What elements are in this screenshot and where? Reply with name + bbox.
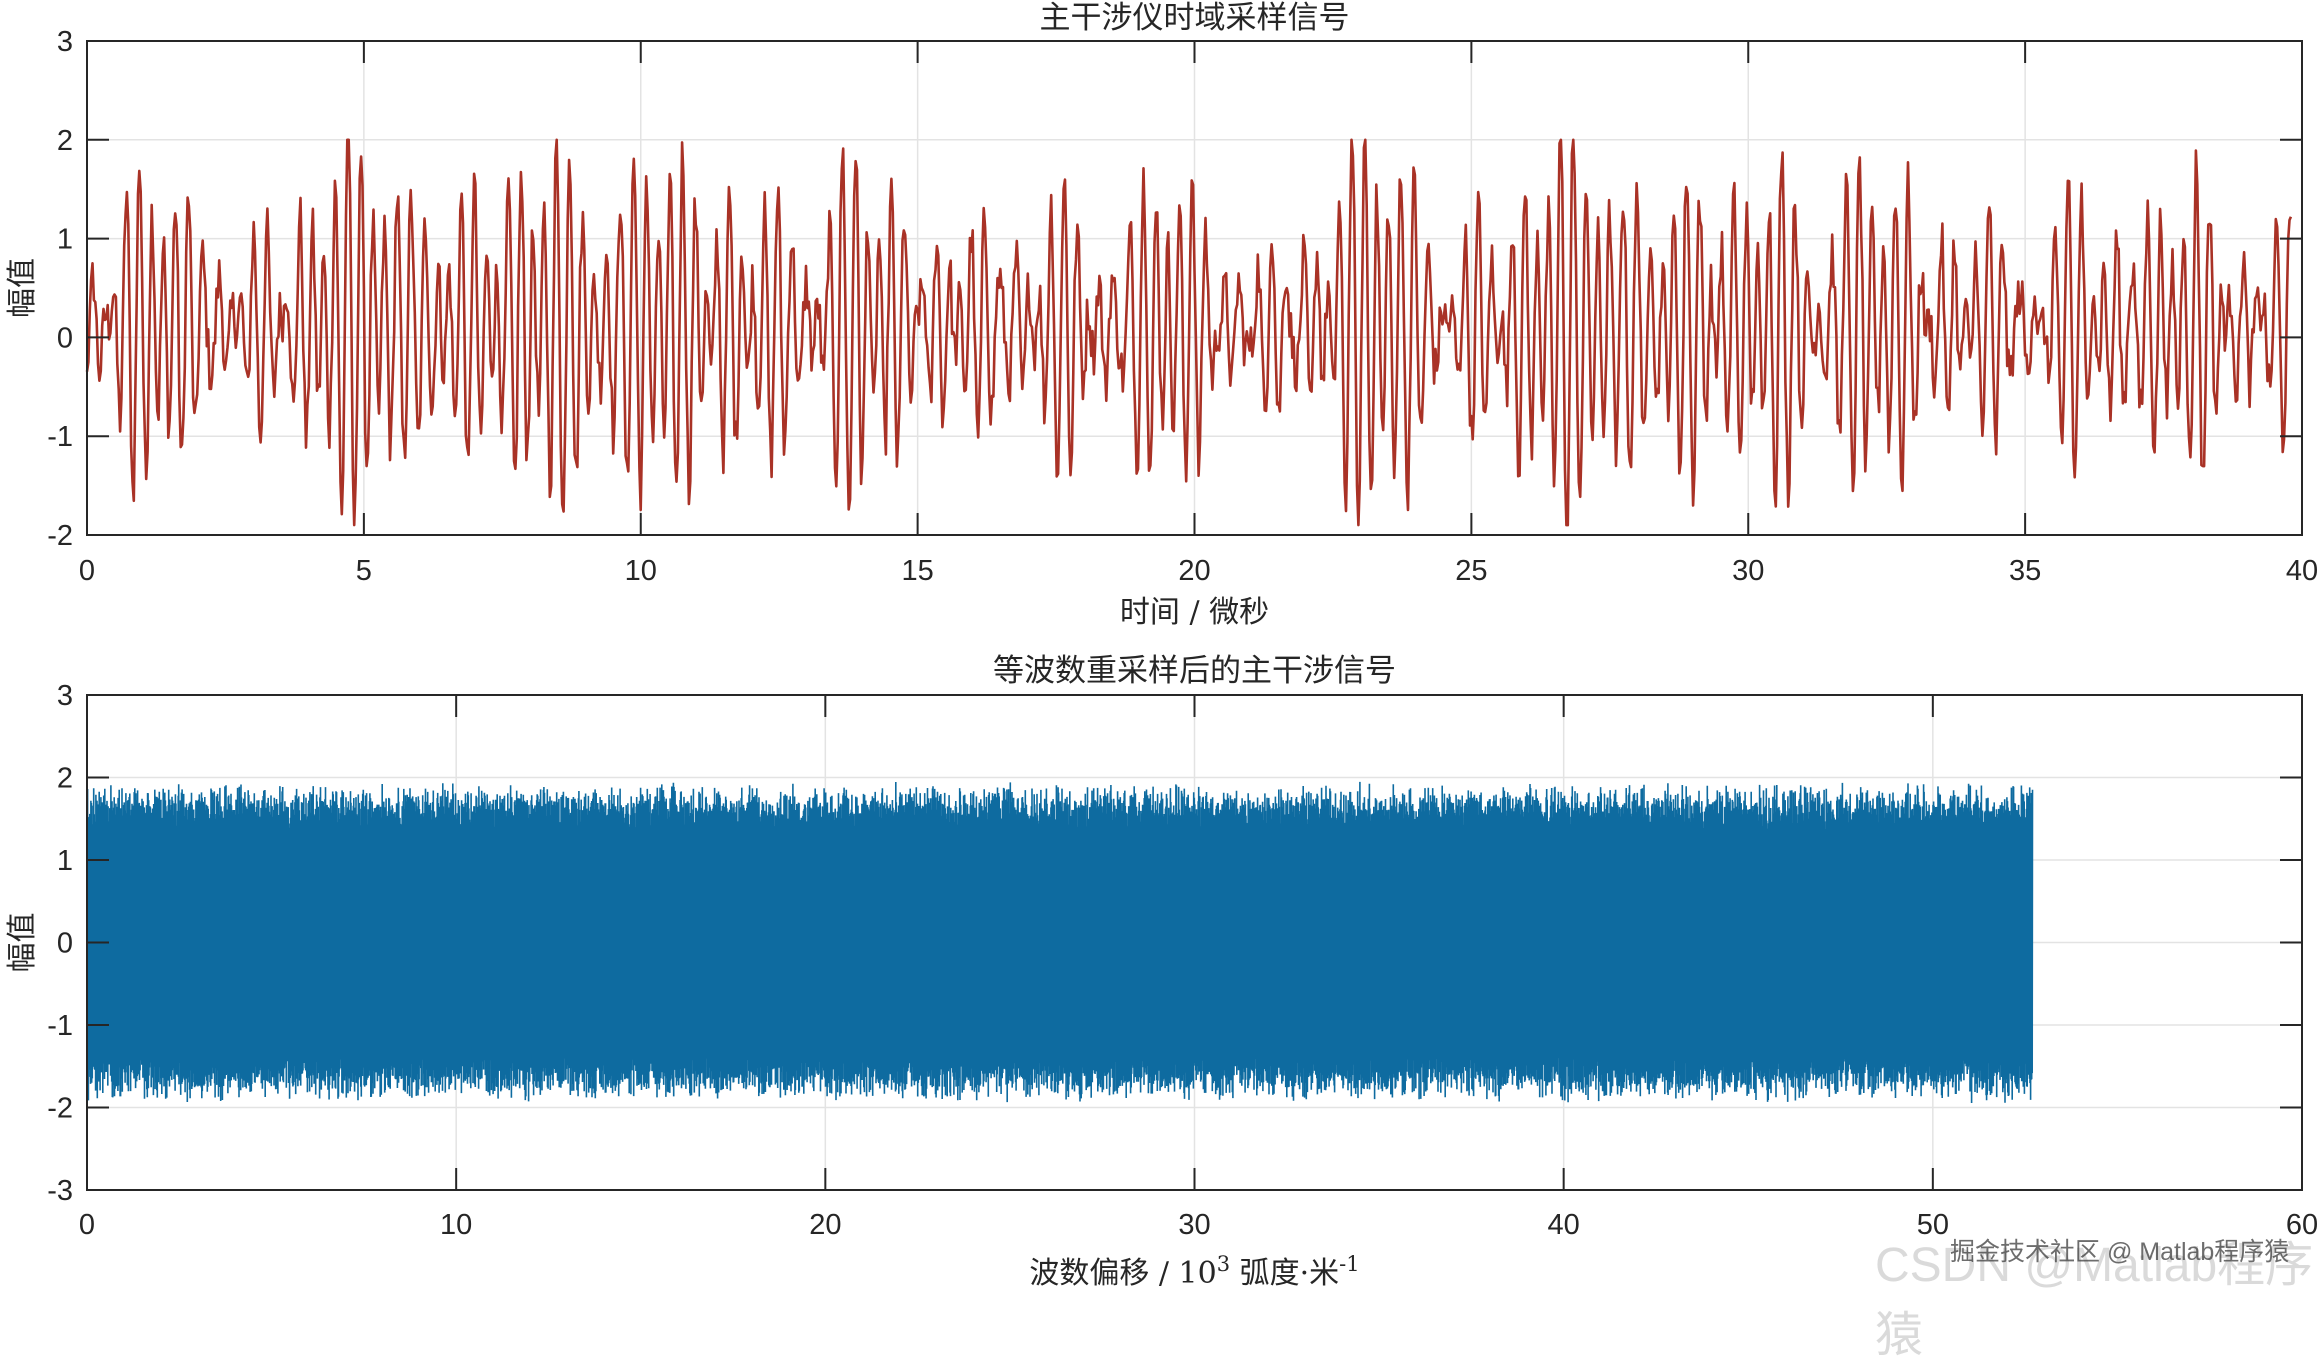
x-label-text: 弧度·米: [1230, 1256, 1339, 1291]
x-tick-label: 40: [1548, 1209, 1580, 1241]
x-tick-label: 60: [2286, 1209, 2318, 1241]
x-axis-label: 时间 / 微秒: [1120, 595, 1269, 630]
x-label-superscript: -1: [1339, 1252, 1359, 1276]
x-tick-label: 35: [2009, 555, 2041, 587]
y-tick-label: -2: [47, 1093, 73, 1125]
series-line: [86, 781, 2034, 1104]
x-tick-label: 5: [356, 555, 372, 587]
x-axis-label: 波数偏移 / 103 弧度·米-1: [1029, 1252, 1359, 1291]
x-tick-label: 15: [901, 555, 933, 587]
x-tick-label: 10: [625, 555, 657, 587]
series-line: [85, 138, 2293, 527]
y-tick-label: 3: [57, 26, 73, 58]
y-tick-label: 0: [57, 322, 73, 354]
y-tick-label: -2: [47, 520, 73, 552]
x-tick-label: 20: [809, 1209, 841, 1241]
y-tick-label: -3: [47, 1175, 73, 1207]
y-axis-label: 幅值: [5, 258, 40, 318]
x-tick-label: 50: [1917, 1209, 1949, 1241]
chart-title: 等波数重采样后的主干涉信号: [993, 653, 1396, 689]
x-tick-label: 10: [440, 1209, 472, 1241]
x-tick-label: 30: [1732, 555, 1764, 587]
x-tick-label: 0: [79, 555, 95, 587]
axes-2: 0 10 20 30 40 50 60 -3 -2 -1 0 1 2 3 等波数重采样后的主干涉信号幅值波数…: [5, 653, 2318, 1291]
y-tick-label: -1: [47, 421, 73, 453]
x-tick-label: 25: [1455, 555, 1487, 587]
x-label-text: 波数偏移 / 10: [1029, 1256, 1216, 1291]
x-label-superscript: 3: [1217, 1252, 1230, 1276]
y-tick-label: 3: [57, 680, 73, 712]
x-tick-label: 40: [2286, 555, 2318, 587]
y-tick-label: 2: [57, 125, 73, 157]
y-axis-label: 幅值: [5, 913, 40, 973]
y-tick-label: 2: [57, 763, 73, 795]
y-tick-label: 0: [57, 928, 73, 960]
x-tick-label: 0: [79, 1209, 95, 1241]
y-tick-label: 1: [57, 224, 73, 256]
x-tick-label: 30: [1178, 1209, 1210, 1241]
watermark-front: 掘金技术社区 @ Matlab程序猿: [1950, 1238, 2290, 1266]
chart-title: 主干涉仪时域采样信号: [1040, 0, 1350, 36]
y-tick-label: -1: [47, 1010, 73, 1042]
x-tick-label: 20: [1178, 555, 1210, 587]
y-tick-label: 1: [57, 845, 73, 877]
